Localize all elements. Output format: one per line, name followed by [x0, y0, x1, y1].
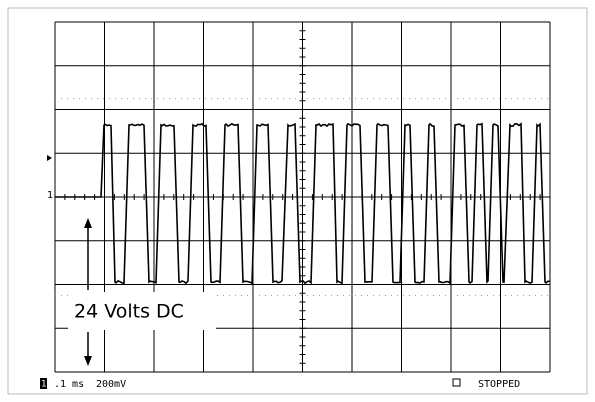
status-timebase: .1 ms [54, 379, 84, 390]
label-background [68, 292, 216, 330]
status-state: STOPPED [478, 379, 520, 390]
arrow-down-head [84, 356, 92, 366]
trace [55, 122, 551, 285]
arrow-up-head [84, 218, 92, 228]
trigger-marker [47, 155, 52, 161]
status-icon [452, 378, 461, 387]
channel-marker: 1 [47, 190, 53, 201]
status-channel: 1 [41, 380, 46, 390]
channel-box [40, 378, 47, 389]
waveform [55, 122, 551, 285]
status-volts: 200mV [96, 379, 126, 390]
annotation: 24 Volts DC [74, 301, 184, 323]
